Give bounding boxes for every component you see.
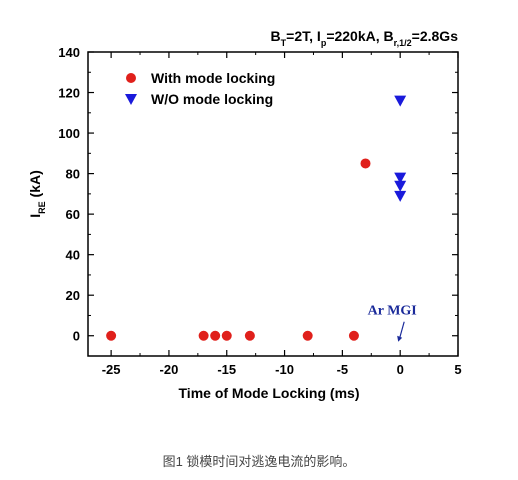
annotation-arrow-head (397, 335, 403, 342)
x-axis-label: Time of Mode Locking (ms) (179, 385, 360, 401)
y-tick-label: 100 (58, 126, 80, 141)
blue-triangle-point (394, 190, 407, 202)
blue-triangle-point (394, 95, 407, 107)
figure-caption: 图1 锁模时间对逃逸电流的影响。 (163, 454, 356, 469)
blue-triangle-point (394, 172, 407, 184)
x-tick-label: -15 (217, 362, 236, 377)
annotation-arrow-shaft (398, 321, 405, 340)
legend-symbol (125, 94, 137, 105)
x-tick-label: 0 (397, 362, 404, 377)
parameter-note: BT=2T, Ip=220kA, Br,1/2=2.8Gs (271, 28, 459, 48)
red-circle-point (360, 158, 371, 169)
x-tick-label: -25 (102, 362, 121, 377)
y-tick-label: 140 (58, 45, 80, 60)
red-circle-point (198, 330, 209, 341)
x-tick-label: 5 (454, 362, 461, 377)
legend-entry-label: With mode locking (151, 70, 275, 86)
y-tick-label: 20 (66, 288, 80, 303)
x-tick-label: -20 (160, 362, 179, 377)
plot-frame (87, 51, 459, 357)
red-circle-point (221, 330, 232, 341)
blue-triangle-point (394, 180, 407, 192)
y-tick-label: 80 (66, 167, 80, 182)
y-axis-label: IRE (kA) (27, 170, 47, 218)
data-marks (106, 95, 407, 341)
plot-axes: -25 -20 -15 -10 -5 0 5 0 20 40 60 80 100 120 140 (58, 45, 461, 377)
y-tick-label: 60 (66, 207, 80, 222)
x-tick-label: -5 (337, 362, 349, 377)
legend: With mode locking W/O mode locking (125, 70, 275, 107)
red-circle-point (106, 330, 117, 341)
legend-symbol (126, 73, 136, 83)
y-tick-label: 40 (66, 248, 80, 263)
ar-mgi-annotation: Ar MGI (368, 304, 417, 319)
red-circle-point (244, 330, 255, 341)
y-tick-label: 0 (73, 329, 80, 344)
x-tick-label: -10 (275, 362, 294, 377)
red-circle-point (348, 330, 359, 341)
red-circle-point (210, 330, 221, 341)
red-circle-point (302, 330, 313, 341)
legend-entry-label: W/O mode locking (151, 91, 273, 107)
y-tick-label: 120 (58, 86, 80, 101)
